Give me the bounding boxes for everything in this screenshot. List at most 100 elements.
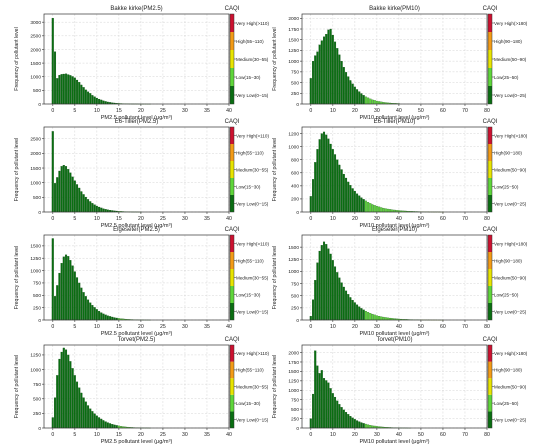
- chart-title: E6-Tiller(PM10): [374, 119, 416, 125]
- x-axis-label: PM2.5 pollutant level (μg/m³): [101, 331, 173, 337]
- histogram-bar: [358, 91, 361, 105]
- y-tick-label: 2500: [30, 34, 41, 40]
- colorbar-label: Low(15−30): [236, 292, 261, 297]
- colorbar-segment: [488, 286, 492, 303]
- colorbar-segment: [488, 178, 492, 195]
- y-tick-label: 250: [291, 306, 299, 312]
- histogram-bar: [338, 164, 341, 213]
- histogram-bar: [353, 419, 356, 429]
- x-axis-label: PM2.5 pollutant level (μg/m³): [101, 115, 173, 121]
- y-tick-label: 1250: [288, 257, 299, 263]
- histogram-bar: [76, 277, 79, 321]
- y-tick-label: 750: [33, 382, 41, 388]
- histogram-bar: [95, 415, 98, 429]
- histogram-bar: [356, 304, 359, 321]
- chart-panel: 0 5 10 15 20 25 30 35 40 0 500 1000 1500 2000 2500 3000…: [14, 6, 269, 121]
- histogram-bar: [331, 393, 334, 429]
- x-tick-label: 40: [226, 432, 232, 438]
- y-tick-label: 1500: [288, 38, 299, 44]
- histogram-bar: [358, 306, 361, 321]
- colorbar-title: CAQI: [225, 6, 240, 12]
- colorbar-segment: [488, 127, 492, 144]
- x-tick-label: 35: [204, 108, 210, 114]
- x-tick-label: 30: [374, 108, 380, 114]
- y-axis-label: Frequency of pollutant level: [272, 355, 278, 418]
- histogram-bar: [358, 421, 361, 429]
- histogram-bar: [334, 154, 337, 213]
- histogram-bar: [334, 266, 337, 321]
- histogram-bar: [320, 133, 323, 213]
- histogram-bar: [67, 256, 70, 321]
- histogram-bar: [369, 425, 372, 429]
- histogram-bar: [76, 79, 79, 105]
- colorbar-frame: [229, 126, 235, 213]
- y-tick-label: 500: [33, 195, 41, 201]
- y-axis-label: Frequency of pollutant level: [272, 246, 278, 309]
- histogram-bar: [87, 405, 90, 429]
- x-tick-label: 10: [94, 108, 100, 114]
- x-tick-label: 60: [440, 108, 446, 114]
- histogram-bar: [371, 204, 374, 213]
- y-tick-label: 2000: [288, 16, 299, 22]
- histogram-bar: [115, 425, 118, 429]
- histogram-bar: [51, 417, 54, 429]
- x-tick-label: 20: [138, 432, 144, 438]
- chart-panel: 0 5 10 15 20 25 30 35 40 0 500 1000 1500 2000 2500 E6-T…: [14, 119, 269, 229]
- histogram-bar: [375, 206, 378, 213]
- histogram-bar: [340, 61, 343, 105]
- colorbar-title: CAQI: [225, 337, 240, 343]
- histogram-bar: [318, 139, 321, 213]
- histogram-bar: [384, 317, 387, 321]
- y-tick-label: 750: [291, 398, 299, 404]
- histogram-bar: [373, 314, 376, 321]
- x-tick-label: 40: [396, 432, 402, 438]
- histogram-bar: [382, 316, 385, 321]
- x-tick-label: 0: [51, 108, 54, 114]
- colorbar-label: Medium(50−90): [494, 275, 527, 280]
- colorbar-segment: [230, 195, 234, 212]
- histogram-bar: [111, 316, 114, 321]
- colorbar-label: Low(25−50): [494, 75, 519, 80]
- x-tick-label: 35: [204, 324, 210, 330]
- x-tick-label: 15: [116, 216, 122, 222]
- colorbar-label: Low(15−30): [236, 401, 261, 406]
- y-axis-label: Frequency of pollutant level: [14, 138, 20, 201]
- histogram-bar: [367, 424, 370, 429]
- axes-frame: [301, 234, 488, 321]
- histogram-bar: [93, 307, 96, 321]
- histogram-bar: [342, 286, 345, 321]
- histogram-bar: [56, 375, 59, 429]
- colorbar-segment: [230, 235, 234, 252]
- histogram-bar: [362, 95, 365, 105]
- histogram-bar: [373, 100, 376, 105]
- histogram-bar: [80, 392, 83, 429]
- histogram-bar: [351, 83, 354, 105]
- histogram-bar: [329, 388, 332, 429]
- histogram-bar: [106, 315, 109, 321]
- y-tick-label: 0: [38, 102, 41, 108]
- histogram-bar: [69, 172, 72, 213]
- colorbar-segment: [488, 345, 492, 362]
- x-tick-label: 10: [94, 216, 100, 222]
- histogram-bar: [360, 197, 363, 213]
- histogram-bar: [95, 309, 98, 321]
- histogram-bar: [80, 191, 83, 213]
- y-tick-label: 1500: [30, 61, 41, 67]
- histogram-bar: [334, 41, 337, 105]
- histogram-bar: [327, 248, 330, 321]
- histogram-bar: [76, 381, 79, 429]
- chart-panel: 0 10 20 30 40 50 60 70 80 0 250 500 750 1000 1250 1500 1…: [272, 337, 528, 444]
- histogram-bar: [56, 78, 59, 105]
- y-tick-label: 1250: [288, 48, 299, 54]
- colorbar-label: Very Low(0−25): [494, 93, 527, 98]
- histogram-bar: [309, 316, 312, 321]
- y-tick-label: 1200: [288, 131, 299, 137]
- colorbar-frame: [487, 234, 493, 321]
- x-axis-label: PM10 pollutant level (μg/m³): [359, 439, 429, 444]
- histogram-bar: [362, 309, 365, 321]
- chart-title: Bakke kirke(PM2.5): [110, 6, 162, 12]
- y-tick-label: 1750: [288, 360, 299, 366]
- histogram-bar: [329, 143, 332, 213]
- histogram-bar: [73, 180, 76, 213]
- y-tick-label: 750: [291, 281, 299, 287]
